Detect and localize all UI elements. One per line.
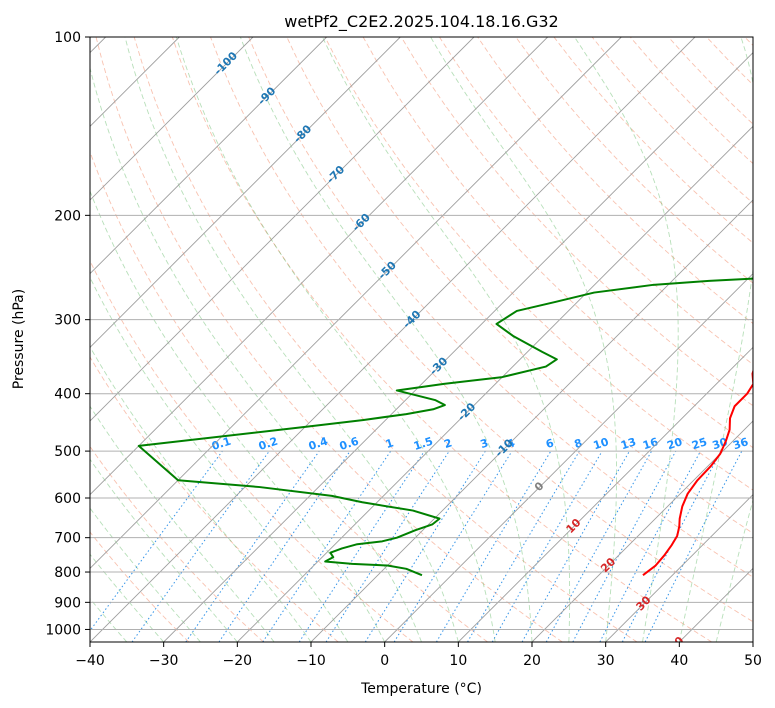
mixing-ratio-label: 3 xyxy=(479,436,490,451)
mixing-ratio-line xyxy=(262,450,392,642)
dry-adiabat xyxy=(400,37,753,407)
dewpoint-line xyxy=(137,277,753,577)
mixing-ratio-label: 0.1 xyxy=(210,435,233,453)
isotherm xyxy=(90,37,254,201)
moist-adiabat xyxy=(678,37,753,642)
dry-adiabat xyxy=(439,37,753,365)
moist-adiabat xyxy=(90,66,422,642)
y-tick-label: 300 xyxy=(54,313,81,329)
plot-frame xyxy=(89,36,754,643)
isotherm xyxy=(90,37,696,642)
isotherm xyxy=(237,125,753,642)
isotherm xyxy=(90,37,327,275)
chart-title: wetPf2_C2E2.2025.104.18.16.G32 xyxy=(284,12,558,32)
moist-adiabat xyxy=(90,458,238,642)
mixing-ratio-line xyxy=(218,450,351,642)
y-tick-label: 1000 xyxy=(45,622,81,638)
isotherm xyxy=(90,37,622,569)
dry-adiabat xyxy=(90,531,190,642)
mixing-ratio-label: 20 xyxy=(665,435,684,452)
mixing-ratio-line xyxy=(521,450,630,642)
isotherm xyxy=(90,37,475,422)
isotherm-label: 40 xyxy=(667,634,687,654)
mixing-ratio-line xyxy=(572,450,677,642)
mixing-ratio-line xyxy=(644,450,743,642)
mixing-ratio-line xyxy=(90,450,223,632)
isotherm xyxy=(90,37,548,496)
x-tick-label: −40 xyxy=(75,653,105,669)
x-tick-label: −20 xyxy=(223,653,253,669)
mixing-ratio-line xyxy=(325,450,450,642)
moist-adiabat xyxy=(430,37,617,642)
mixing-ratio-label: 10 xyxy=(592,435,611,452)
y-axis-label: Pressure (hPa) xyxy=(11,289,27,389)
moist-adiabat xyxy=(124,37,459,642)
moist-adiabat xyxy=(90,405,275,642)
mixing-ratio-label: 1.5 xyxy=(412,435,435,453)
isotherm xyxy=(458,346,753,642)
mixing-ratio-line xyxy=(185,450,320,642)
moist-adiabat xyxy=(239,37,533,642)
moist-adiabat xyxy=(90,276,349,642)
moist-adiabat xyxy=(90,189,386,642)
moist-adiabat xyxy=(322,37,571,642)
mixing-ratio-label: 13 xyxy=(619,435,638,452)
isotherm xyxy=(384,273,753,642)
mixing-ratio-label: 25 xyxy=(690,435,709,452)
y-tick-label: 800 xyxy=(54,565,81,581)
dry-adiabat xyxy=(90,150,488,642)
mixing-ratio-label: 0.6 xyxy=(338,434,361,452)
dry-adiabat xyxy=(90,445,264,642)
mixing-ratio-line xyxy=(393,450,513,642)
moist-adiabat xyxy=(175,37,496,642)
y-tick-label: 500 xyxy=(54,444,81,460)
mixing-ratio-line xyxy=(545,450,653,642)
mixing-ratio-label: 2 xyxy=(442,436,453,451)
x-tick-label: 30 xyxy=(597,653,615,669)
mixing-ratio-label: 4 xyxy=(505,436,517,451)
isotherm xyxy=(310,199,753,642)
isotherm xyxy=(531,420,753,642)
dry-adiabat xyxy=(248,37,753,578)
mixing-ratio-label: 1 xyxy=(384,436,395,451)
x-axis-label: Temperature (°C) xyxy=(360,681,482,697)
x-tick-label: −30 xyxy=(149,653,179,669)
x-tick-label: 50 xyxy=(744,653,762,669)
y-tick-label: 100 xyxy=(54,30,81,46)
y-tick-label: 700 xyxy=(54,531,81,547)
mixing-ratio-label: 30 xyxy=(711,435,730,452)
temperature-line xyxy=(642,368,753,577)
x-tick-label: 0 xyxy=(380,653,389,669)
isotherm xyxy=(605,494,753,642)
x-tick-label: −10 xyxy=(296,653,326,669)
moist-adiabat xyxy=(715,498,753,642)
dry-adiabat xyxy=(95,37,563,642)
mixing-ratio-label: 36 xyxy=(731,435,750,452)
y-tick-label: 200 xyxy=(54,208,81,224)
y-tick-label: 900 xyxy=(54,595,81,611)
dry-adiabat xyxy=(133,37,638,642)
mixing-ratio-label: 0.4 xyxy=(307,434,330,452)
dry-adiabat xyxy=(171,37,712,642)
dry-adiabat xyxy=(90,356,339,642)
dry-adiabat xyxy=(324,37,753,491)
x-tick-label: 10 xyxy=(449,653,467,669)
x-tick-label: 40 xyxy=(670,653,688,669)
mixing-ratio-label: 8 xyxy=(573,436,584,451)
mixing-ratio-label: 6 xyxy=(544,436,556,451)
dry-adiabat xyxy=(515,37,753,284)
isotherm xyxy=(163,52,753,642)
moist-adiabat xyxy=(574,37,679,642)
y-tick-label: 400 xyxy=(54,387,81,403)
x-tick-label: 20 xyxy=(523,653,541,669)
mixing-ratio-label: 16 xyxy=(641,435,660,452)
isotherm xyxy=(90,37,401,348)
mixing-ratio-line xyxy=(131,450,270,642)
y-tick-label: 600 xyxy=(54,491,81,507)
dry-adiabat xyxy=(210,37,753,623)
mixing-ratio-label: 0.2 xyxy=(257,435,280,453)
